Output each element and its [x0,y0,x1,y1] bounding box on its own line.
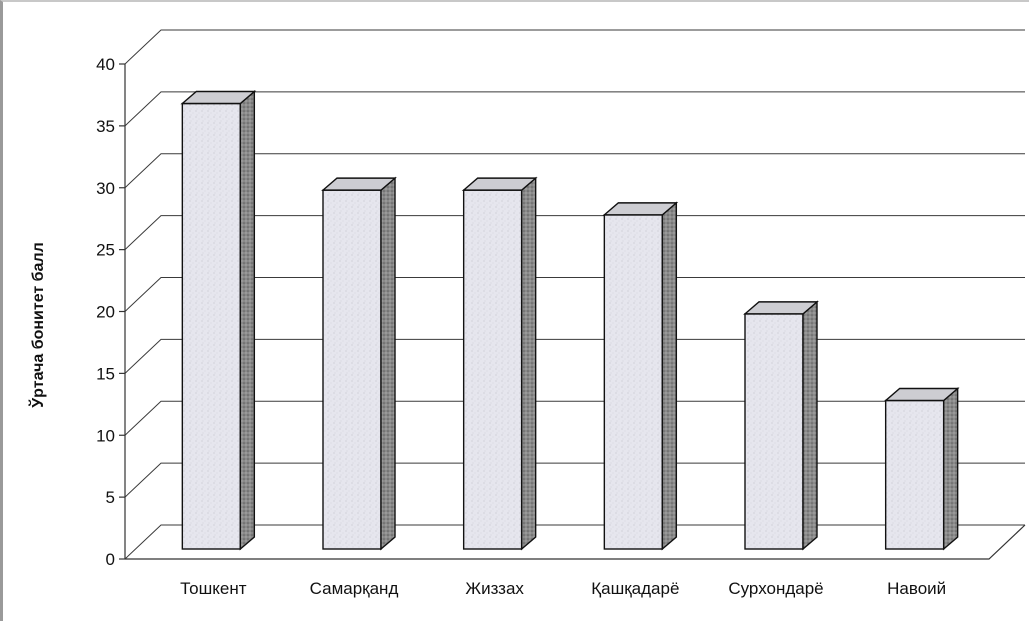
gridline [124,400,1025,436]
bar [883,386,960,551]
y-tick-label: 25 [96,241,115,260]
floor-edge [125,524,1026,560]
bar-side [380,176,396,551]
bar [602,201,679,551]
bar-side [942,386,959,551]
x-tick-label: Тошкент [180,579,247,598]
x-tick-label: Сурхондарё [728,579,823,598]
bar-top [883,387,960,402]
bar-side [520,176,537,551]
bar-top [461,177,538,191]
x-tick-label: Жиззах [465,579,524,598]
y-tick-label: 20 [96,303,115,322]
bar-side [802,300,818,551]
bar [180,89,257,551]
gridline [124,29,1025,65]
y-tick-label: 15 [96,364,115,383]
bar-top [743,301,819,315]
bar-chart: 0 5 10 15 20 25 30 35 40 Тошкент Самарқанд Жиззах Қ… [27,29,1026,598]
y-axis-label: Ўртача бонитет балл [27,242,47,409]
bar-front [322,189,382,550]
bar-side [239,89,256,551]
bar [743,300,819,551]
bar-front [462,189,523,550]
y-tick-label: 10 [96,426,115,445]
x-tick-label: Навоий [887,579,946,598]
y-tick-label: 35 [96,117,115,136]
y-tick-label: 40 [96,55,115,74]
gridline [124,524,1025,560]
gridline [124,462,1025,498]
x-tick-label: Қашқадарё [591,579,679,598]
bar [461,176,538,551]
bar-front [603,214,664,550]
bar-front [744,313,804,550]
y-tick-label: 5 [106,488,115,507]
gridline [124,215,1025,250]
bars [180,89,960,551]
gridline [124,153,1025,189]
bar-side [661,201,678,551]
x-axis-labels: Тошкент Самарқанд Жиззах Қашқадарё Сурхондар… [180,579,946,598]
gridline [124,91,1025,127]
y-axis: 0 5 10 15 20 25 30 35 40 [96,55,126,569]
bar [321,176,397,551]
x-tick-label: Самарқанд [310,579,399,598]
y-tick-label: 30 [96,179,115,198]
y-tick-label: 0 [106,550,115,569]
bar-front [181,102,242,550]
bar-top [180,90,257,105]
gridlines [124,29,1026,560]
bar-top [602,202,679,216]
gridline [124,277,1025,312]
bar-top [321,177,397,191]
bar-front [884,399,945,550]
gridline [124,338,1025,374]
